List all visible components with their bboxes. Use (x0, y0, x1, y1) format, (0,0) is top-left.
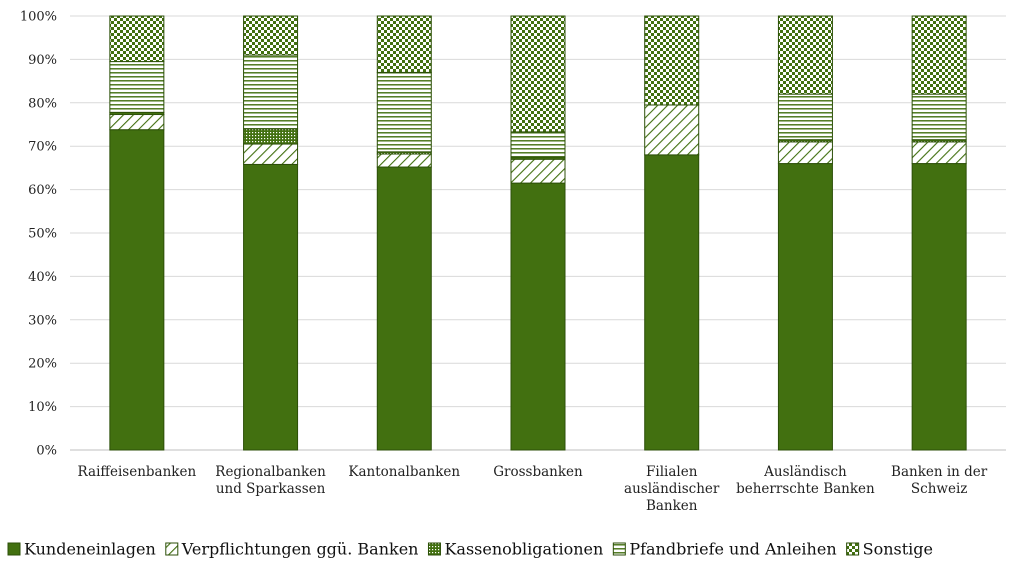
legend-swatch-horizontal (612, 542, 626, 556)
y-axis: 0% 10% 20% 30% 40% 50% 60% 70% 80% 90% 100% (20, 10, 57, 459)
x-tick-label-line: ausländischer (624, 481, 720, 497)
legend-swatch-dots (427, 542, 441, 556)
legend-label: Kassenobligationen (444, 540, 603, 559)
bar-stack (777, 15, 833, 451)
legend-swatch-checker (846, 542, 860, 556)
x-tick-label-line: Ausländisch (763, 464, 847, 480)
legend: Kundeneinlagen Verpflichtungen ggü. Banke… (7, 540, 933, 559)
legend-item: Sonstige (846, 540, 933, 559)
bar-stack (376, 15, 432, 451)
bar-segment-solid (644, 154, 700, 451)
bar-stack (911, 15, 967, 451)
bar-segment-checker (911, 15, 967, 95)
bar-segment-diagonal (644, 104, 700, 156)
x-tick-label: Grossbanken (493, 464, 583, 480)
y-tick-label: 50% (28, 227, 57, 242)
x-tick-label-line: und Sparkassen (216, 481, 326, 497)
bar-segment-solid (777, 163, 833, 451)
bar-segment-horizontal (109, 61, 165, 113)
bar-segment-diagonal (777, 141, 833, 165)
y-tick-label: 10% (28, 400, 57, 415)
y-tick-label: 30% (28, 313, 57, 328)
bar-stack (644, 15, 700, 451)
bar-segment-solid (243, 163, 299, 451)
y-tick-label: 0% (36, 444, 57, 459)
bar-segment-checker (376, 15, 432, 73)
legend-label: Verpflichtungen ggü. Banken (181, 540, 419, 559)
bar-segment-diagonal (510, 158, 566, 184)
x-tick-label: Raiffeisenbanken (78, 464, 197, 480)
legend-item: Kassenobligationen (427, 540, 603, 559)
bar-segment-checker (243, 15, 299, 56)
bar-segment-checker (109, 15, 165, 63)
x-tick-label: Kantonalbanken (348, 464, 460, 480)
bar-segment-horizontal (510, 131, 566, 158)
bar-stack (109, 15, 165, 451)
bar-segment-solid (376, 166, 432, 451)
bar-segment-horizontal (777, 93, 833, 141)
y-tick-label: 60% (28, 183, 57, 198)
legend-swatch-diagonal (165, 542, 179, 556)
legend-swatch-solid (7, 542, 21, 556)
bar-segment-diagonal (109, 114, 165, 131)
y-tick-label: 40% (28, 270, 57, 285)
legend-label: Pfandbriefe und Anleihen (629, 540, 836, 559)
bar-segment-diagonal (243, 143, 299, 165)
bar-segment-solid (510, 182, 566, 451)
legend-label: Kundeneinlagen (24, 540, 156, 559)
x-tick-label-line: Kantonalbanken (348, 464, 460, 480)
y-tick-label: 80% (28, 96, 57, 111)
bar-segment-checker (777, 15, 833, 95)
x-tick-label: Banken in der Schweiz (891, 464, 988, 497)
x-tick-label-line: Schweiz (911, 481, 967, 497)
bar-segment-solid (911, 163, 967, 451)
legend-item: Verpflichtungen ggü. Banken (165, 540, 419, 559)
bar-segment-checker (510, 15, 566, 133)
bar-stack (510, 15, 566, 451)
x-tick-label: Regionalbanken und Sparkassen (215, 464, 326, 497)
legend-item: Pfandbriefe und Anleihen (612, 540, 837, 559)
bar-segment-diagonal (376, 153, 432, 168)
bar-segment-horizontal (243, 54, 299, 130)
x-tick-label-line: Banken (646, 498, 698, 514)
x-tick-label-line: Grossbanken (493, 464, 583, 480)
bar-stack (243, 15, 299, 451)
bar-segment-solid (109, 129, 165, 451)
x-axis-labels: Raiffeisenbanken Regionalbanken und Sparka… (78, 464, 988, 514)
bar-segment-checker (644, 15, 700, 106)
x-tick-label: Filialen ausländischer Banken (624, 464, 720, 514)
x-tick-label: Ausländisch beherrschte Banken (736, 464, 875, 497)
legend-item: Kundeneinlagen (7, 540, 156, 559)
bar-segment-horizontal (911, 93, 967, 141)
bar-segment-horizontal (376, 71, 432, 153)
legend-label: Sonstige (863, 540, 933, 559)
x-tick-label-line: Regionalbanken (215, 464, 326, 480)
y-tick-label: 70% (28, 140, 57, 155)
x-tick-label-line: Raiffeisenbanken (78, 464, 197, 480)
x-tick-label-line: Filialen (646, 464, 698, 480)
bar-segment-dots (243, 128, 299, 145)
y-tick-label: 100% (20, 10, 57, 25)
x-tick-label-line: beherrschte Banken (736, 481, 875, 497)
y-tick-label: 20% (28, 357, 57, 372)
bar-segment-diagonal (911, 141, 967, 165)
y-tick-label: 90% (28, 53, 57, 68)
x-tick-label-line: Banken in der (891, 464, 988, 480)
bars (109, 15, 967, 451)
